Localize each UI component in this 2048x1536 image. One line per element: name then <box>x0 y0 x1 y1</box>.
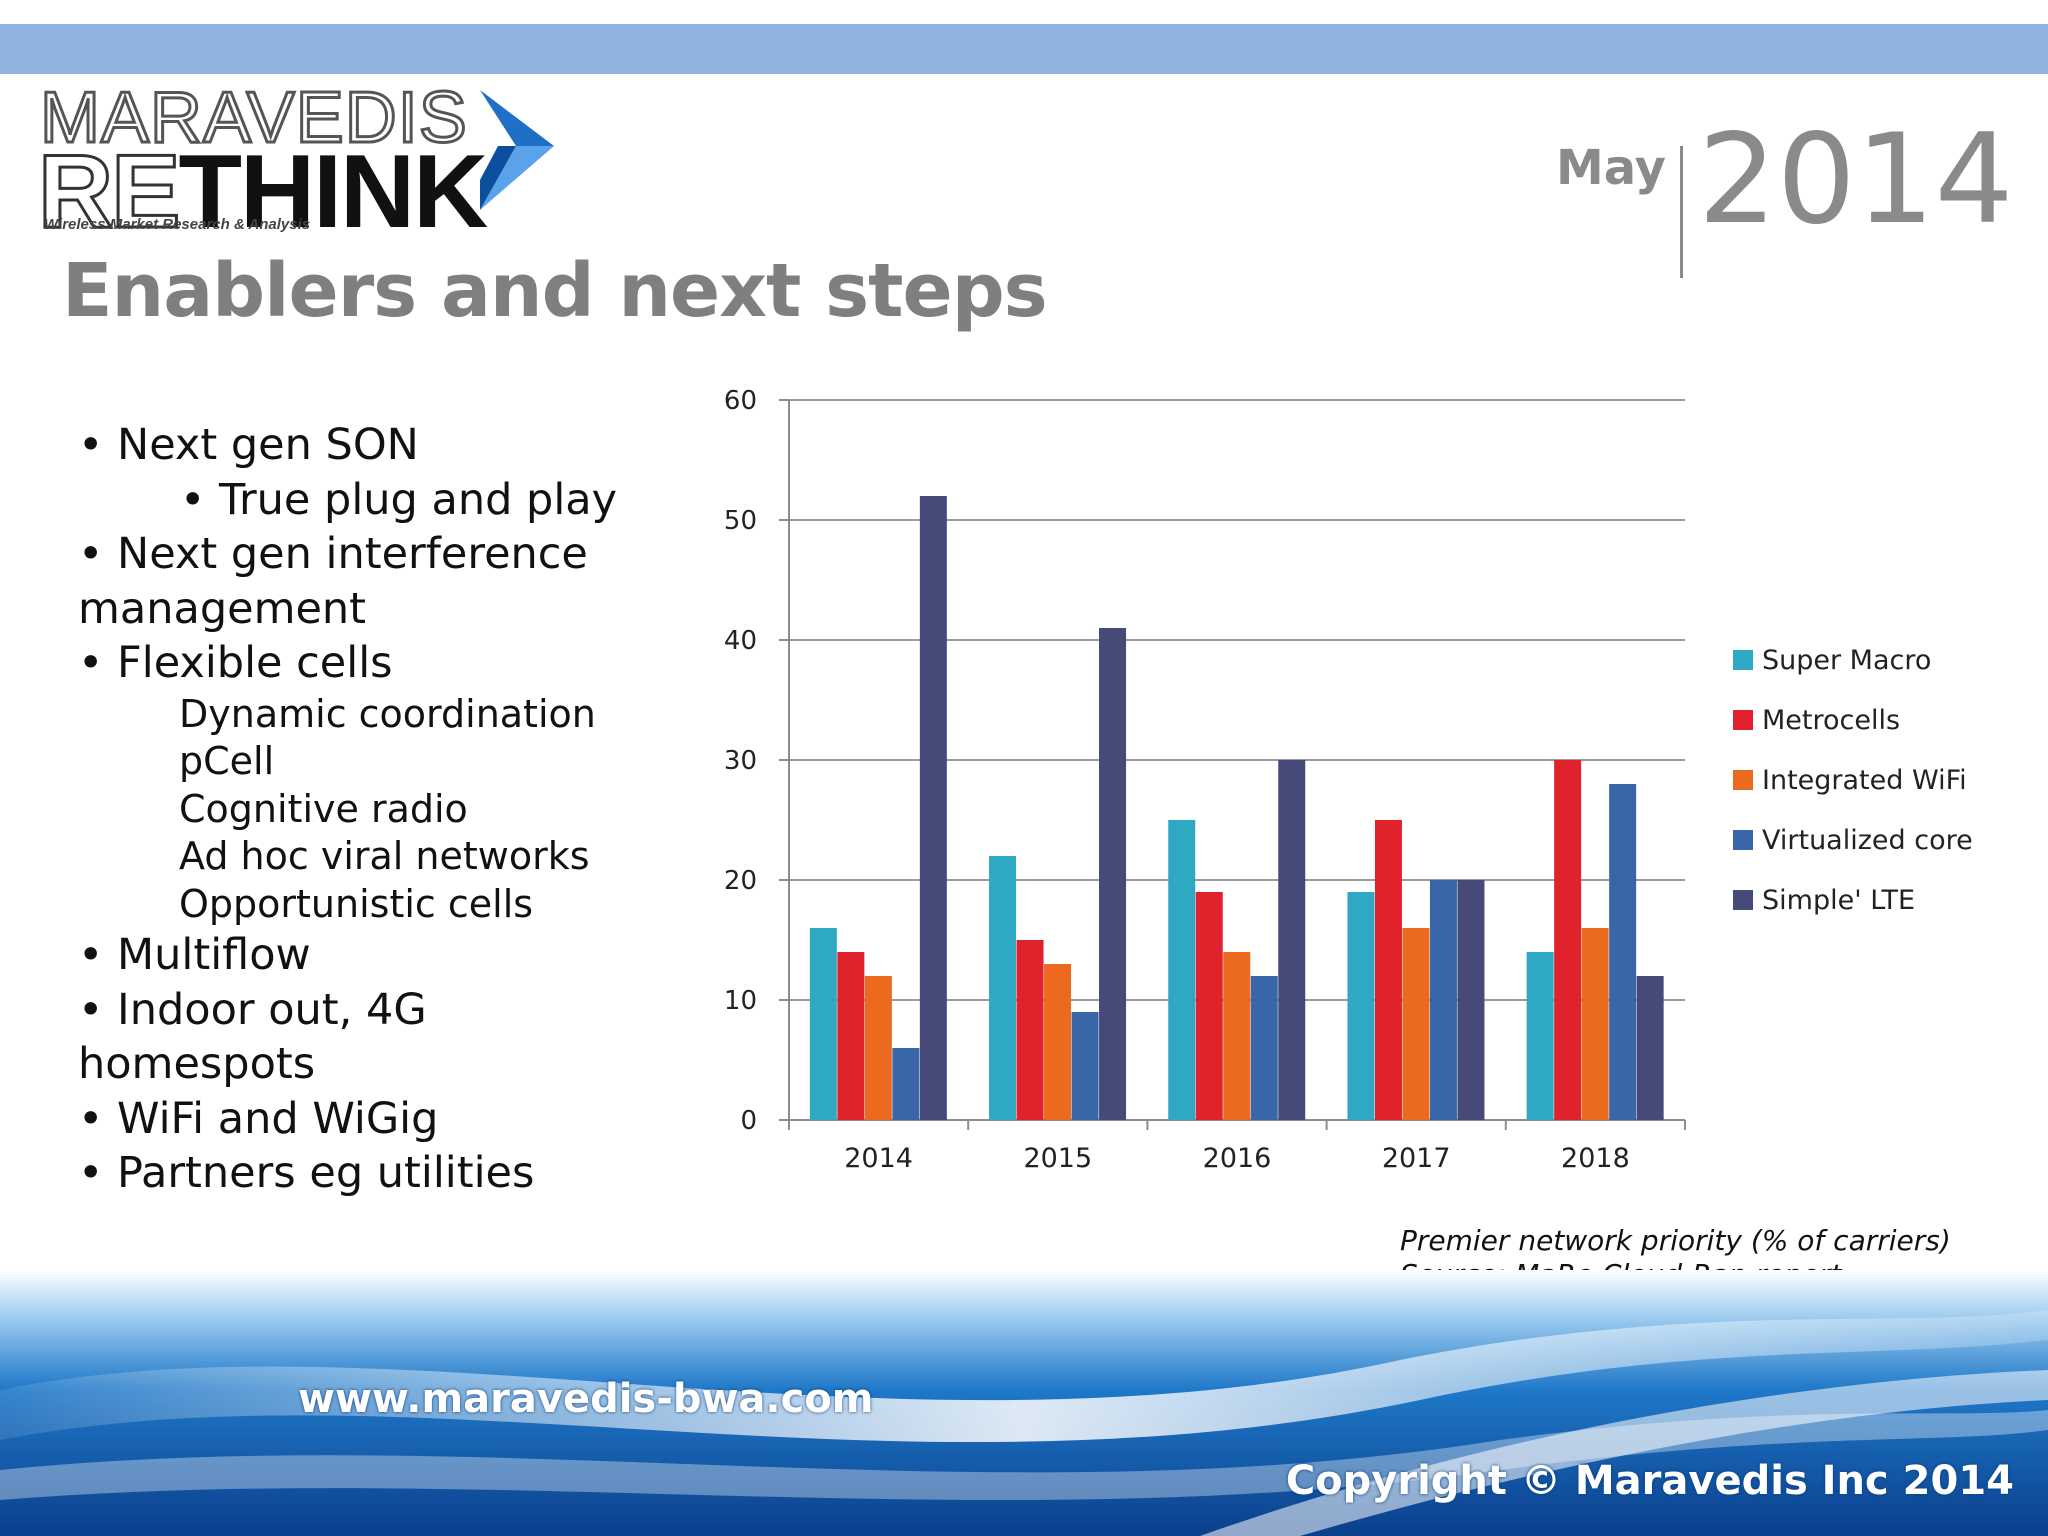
legend-label: Integrated WiFi <box>1762 765 1967 796</box>
bar <box>1195 892 1223 1120</box>
slide-title: Enablers and next steps <box>62 248 1048 334</box>
y-tick-label: 10 <box>724 986 757 1016</box>
bullet-item: homespots <box>78 1039 316 1089</box>
y-tick-label: 30 <box>724 746 757 776</box>
date-year: 2014 <box>1698 108 2014 252</box>
footer-wave-background <box>0 1270 2048 1536</box>
bar <box>864 976 892 1120</box>
bar <box>809 928 837 1120</box>
bullet-item: • Flexible cells <box>78 638 393 688</box>
logo-top-text: MARAVEDIS <box>39 78 469 158</box>
bar <box>1429 880 1457 1120</box>
y-tick-label: 40 <box>724 626 757 656</box>
bullet-item: • Partners eg utilities <box>78 1148 535 1198</box>
legend-swatch <box>1733 710 1753 730</box>
bar <box>1347 892 1375 1120</box>
bar <box>1457 880 1485 1120</box>
top-banner <box>0 24 2048 74</box>
bullet-item: • Indoor out, 4G <box>78 984 427 1035</box>
bar <box>1250 976 1278 1120</box>
bullet-item: • Multiflow <box>78 930 311 980</box>
bar <box>1223 952 1251 1120</box>
date-separator <box>1680 146 1683 278</box>
bullet-item: • Next gen SON <box>78 420 419 470</box>
y-tick-label: 50 <box>724 506 757 536</box>
bar <box>1374 820 1402 1120</box>
legend-label: Simple' LTE <box>1762 885 1915 916</box>
legend-swatch <box>1733 650 1753 670</box>
bar <box>1636 976 1664 1120</box>
bullet-item: Ad hoc viral networks <box>179 834 590 878</box>
bullet-item: management <box>78 583 367 634</box>
bar <box>1016 940 1044 1120</box>
bullet-item: • Next gen interference <box>78 529 588 579</box>
maravedis-rethink-logo: MARAVEDIS RETHINK Wireless Market Resear… <box>36 78 576 246</box>
logo-tagline: Wireless Market Research & Analysis <box>44 216 311 233</box>
bar <box>1278 760 1306 1120</box>
bar-chart: 0 10 20 30 40 50 60 2014 2015 2016 2017 2018 Super M… <box>724 386 1973 1174</box>
y-tick-label: 60 <box>724 386 757 416</box>
y-tick-label: 0 <box>740 1106 757 1136</box>
legend-swatch <box>1733 830 1753 850</box>
bullet-item: Opportunistic cells <box>179 881 534 926</box>
y-tick-label: 20 <box>724 866 757 896</box>
logo-re: RE <box>36 134 182 250</box>
bar <box>1044 964 1072 1120</box>
caption-line-1: Premier network priority (% of carriers) <box>1400 1224 1951 1257</box>
bullet-list: • Next gen SON • True plug and play • Ne… <box>78 418 678 1201</box>
x-tick-label: 2015 <box>1023 1143 1092 1174</box>
bar <box>989 856 1017 1120</box>
x-tick-label: 2017 <box>1382 1143 1451 1174</box>
bar <box>1554 760 1582 1120</box>
bar <box>1581 928 1609 1120</box>
bar <box>1168 820 1196 1120</box>
bullet-item: Dynamic coordination <box>179 691 596 736</box>
legend-label: Virtualized core <box>1762 825 1973 856</box>
bullet-item: pCell <box>179 739 275 783</box>
bar <box>1071 1012 1099 1120</box>
bullet-item: Cognitive radio <box>179 786 468 831</box>
legend-label: Super Macro <box>1762 645 1931 676</box>
bar <box>837 952 865 1120</box>
logo-think: THINK <box>178 134 488 250</box>
x-tick-label: 2016 <box>1203 1143 1272 1174</box>
x-tick-label: 2018 <box>1561 1143 1630 1174</box>
x-tick-label: 2014 <box>844 1143 913 1174</box>
bullet-item: • WiFi and WiGig <box>78 1093 439 1144</box>
bullet-item: • True plug and play <box>180 474 618 525</box>
copyright-text: Copyright © Maravedis Inc 2014 <box>1285 1458 2014 1504</box>
legend-label: Metrocells <box>1762 705 1900 736</box>
date-month: May <box>1556 140 1666 196</box>
bar <box>919 496 947 1120</box>
bar <box>1526 952 1554 1120</box>
website-link[interactable]: www.maravedis-bwa.com <box>298 1376 874 1422</box>
bar <box>1099 628 1127 1120</box>
bar <box>1402 928 1430 1120</box>
bar <box>892 1048 920 1120</box>
legend-swatch <box>1733 890 1753 910</box>
logo-main-text: RETHINK <box>36 139 488 246</box>
legend-swatch <box>1733 770 1753 790</box>
bar <box>1609 784 1637 1120</box>
logo-arrow-icon <box>480 90 554 210</box>
